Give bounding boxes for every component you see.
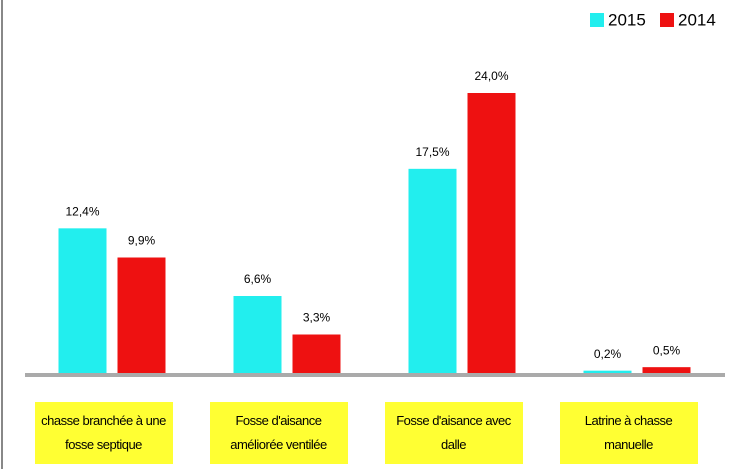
- value-label: 24,0%: [474, 69, 508, 83]
- legend-label: 2014: [678, 10, 716, 29]
- x-tick-label: chasse branchée à une fosse septique: [34, 402, 173, 464]
- x-tick-label: Latrine à chasse manuelle: [559, 402, 698, 464]
- value-label: 0,2%: [594, 347, 622, 361]
- bar: [58, 228, 107, 373]
- bar: [467, 93, 516, 373]
- bar: [642, 367, 691, 373]
- bar: [117, 257, 166, 373]
- legend-swatch: [590, 13, 604, 27]
- bar: [583, 370, 632, 373]
- bar: [233, 296, 282, 373]
- value-label: 12,4%: [65, 205, 99, 219]
- value-label: 17,5%: [415, 145, 449, 159]
- x-tick-label: Fosse d'aisance améliorée ventilée: [209, 402, 348, 464]
- bar: [292, 334, 341, 373]
- value-label: 3,3%: [303, 311, 331, 325]
- bar: [408, 168, 457, 373]
- legend-label: 2015: [608, 10, 646, 29]
- value-label: 0,5%: [653, 343, 681, 357]
- legend-swatch: [660, 13, 674, 27]
- value-label: 9,9%: [128, 234, 156, 248]
- value-label: 6,6%: [244, 272, 272, 286]
- x-tick-label: Fosse d'aisance avec dalle: [384, 402, 523, 464]
